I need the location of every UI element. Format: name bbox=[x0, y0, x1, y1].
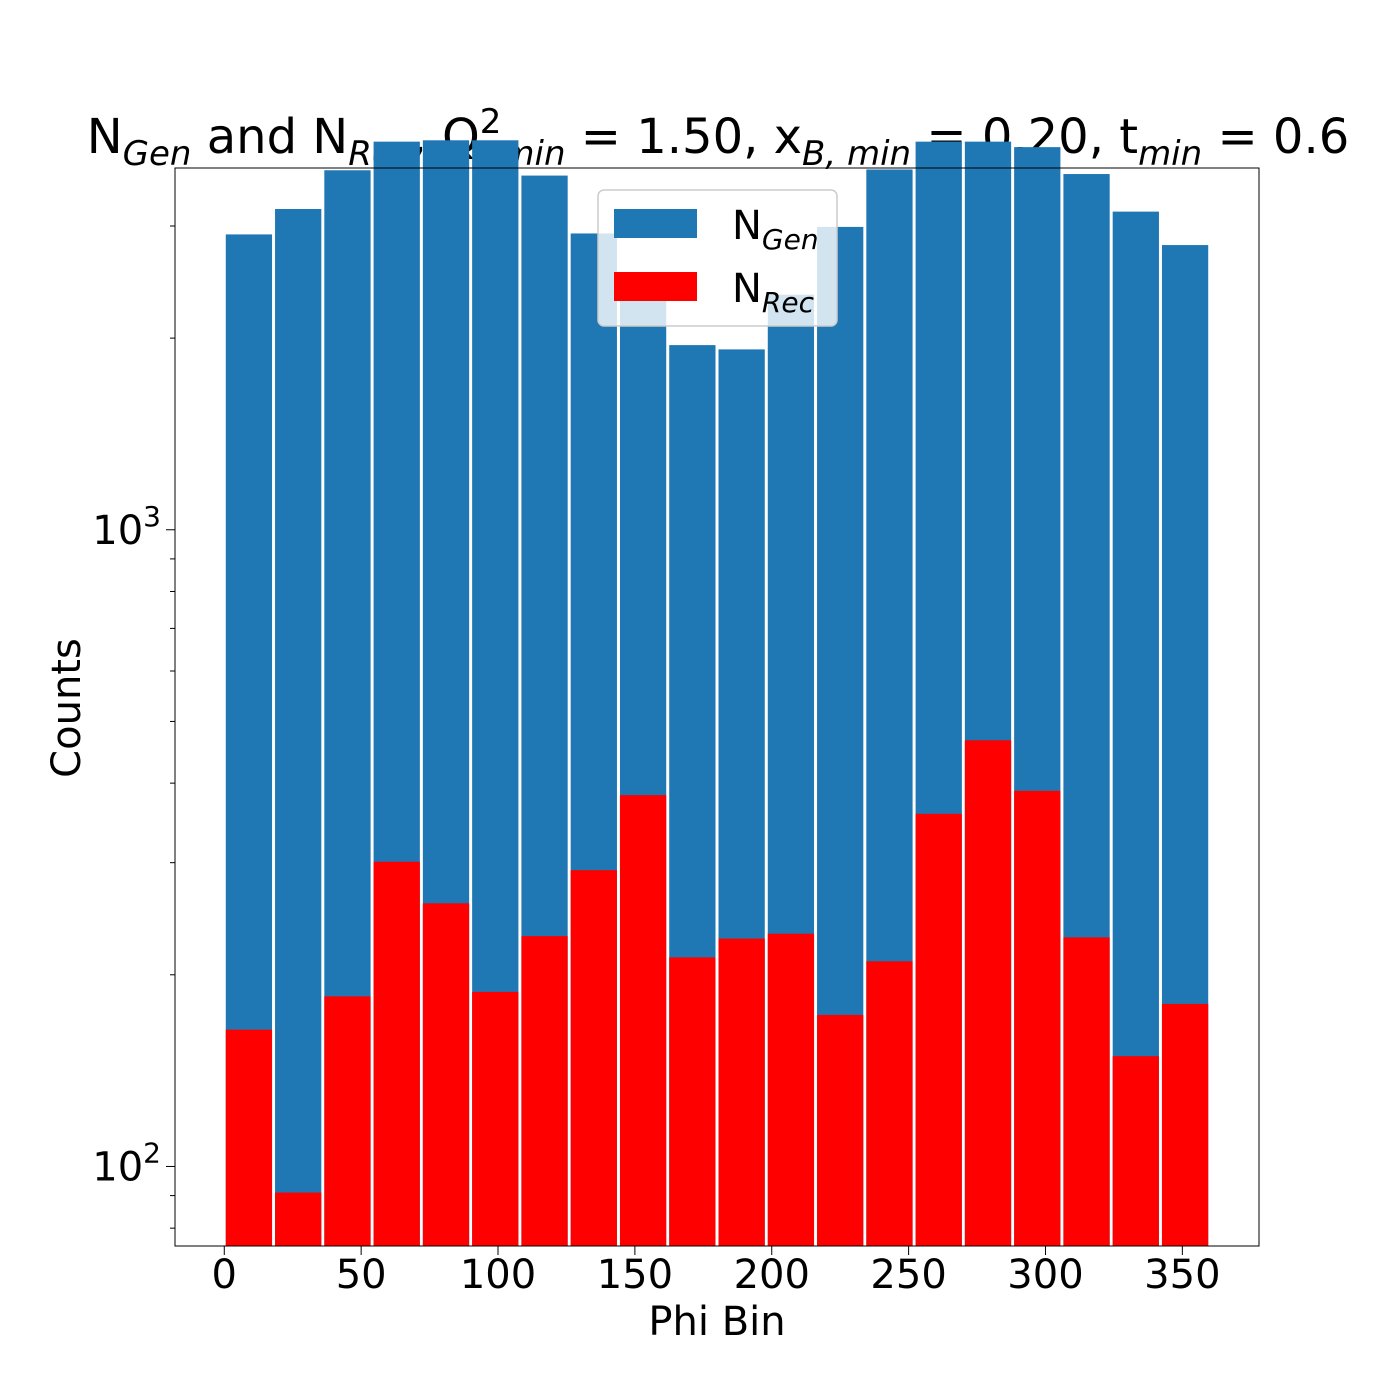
legend-swatch-gen bbox=[614, 209, 697, 238]
x-tick-label-7: 350 bbox=[1144, 1252, 1220, 1298]
bar-rec-7 bbox=[570, 870, 617, 1246]
bar-rec-13 bbox=[866, 961, 913, 1246]
x-axis-label: Phi Bin bbox=[648, 1299, 785, 1345]
legend-swatch-rec bbox=[614, 272, 697, 301]
y-tick-label-1: 103 bbox=[92, 500, 161, 554]
y-tick-label-0: 102 bbox=[92, 1136, 161, 1190]
bar-rec-19 bbox=[1161, 1003, 1209, 1246]
bars-layer bbox=[225, 140, 1209, 1247]
x-tick-label-3: 150 bbox=[597, 1252, 673, 1298]
x-axis: 0 50 100 150 200 250 300 350 bbox=[212, 1246, 1221, 1298]
legend: NGen NRec bbox=[597, 189, 838, 327]
plot-frame bbox=[174, 167, 1260, 1247]
bar-rec-4 bbox=[422, 903, 470, 1246]
bar-rec-1 bbox=[275, 1192, 322, 1246]
bar-rec-3 bbox=[373, 861, 420, 1246]
bar-rec-8 bbox=[619, 795, 667, 1246]
bar-rec-12 bbox=[817, 1014, 864, 1246]
bar-rec-14 bbox=[915, 813, 962, 1246]
bar-rec-6 bbox=[521, 936, 568, 1246]
bar-rec-15 bbox=[964, 740, 1012, 1246]
x-tick-label-0: 0 bbox=[212, 1252, 237, 1298]
x-tick-label-5: 250 bbox=[870, 1252, 946, 1298]
bar-rec-18 bbox=[1112, 1056, 1159, 1246]
bar-gen-1 bbox=[275, 209, 322, 1247]
bar-rec-5 bbox=[472, 991, 519, 1246]
bar-rec-0 bbox=[225, 1029, 273, 1246]
bar-rec-9 bbox=[669, 957, 716, 1246]
bar-rec-10 bbox=[718, 938, 765, 1246]
bar-rec-2 bbox=[324, 996, 371, 1246]
y-axis: 102 103 bbox=[92, 225, 175, 1229]
x-tick-label-6: 300 bbox=[1007, 1252, 1083, 1298]
bar-rec-17 bbox=[1063, 937, 1110, 1246]
x-tick-label-4: 200 bbox=[734, 1252, 810, 1298]
bar-rec-11 bbox=[767, 933, 815, 1246]
x-tick-label-2: 100 bbox=[460, 1252, 536, 1298]
bar-rec-16 bbox=[1014, 790, 1061, 1246]
legend-label-gen: NGen bbox=[732, 203, 819, 256]
legend-label-rec: NRec bbox=[732, 266, 815, 319]
x-tick-label-1: 50 bbox=[336, 1252, 387, 1298]
chart-title: NGen and NRec, Q2min = 1.50, xB, min = 0… bbox=[87, 102, 1350, 174]
y-axis-label: Counts bbox=[44, 638, 90, 778]
